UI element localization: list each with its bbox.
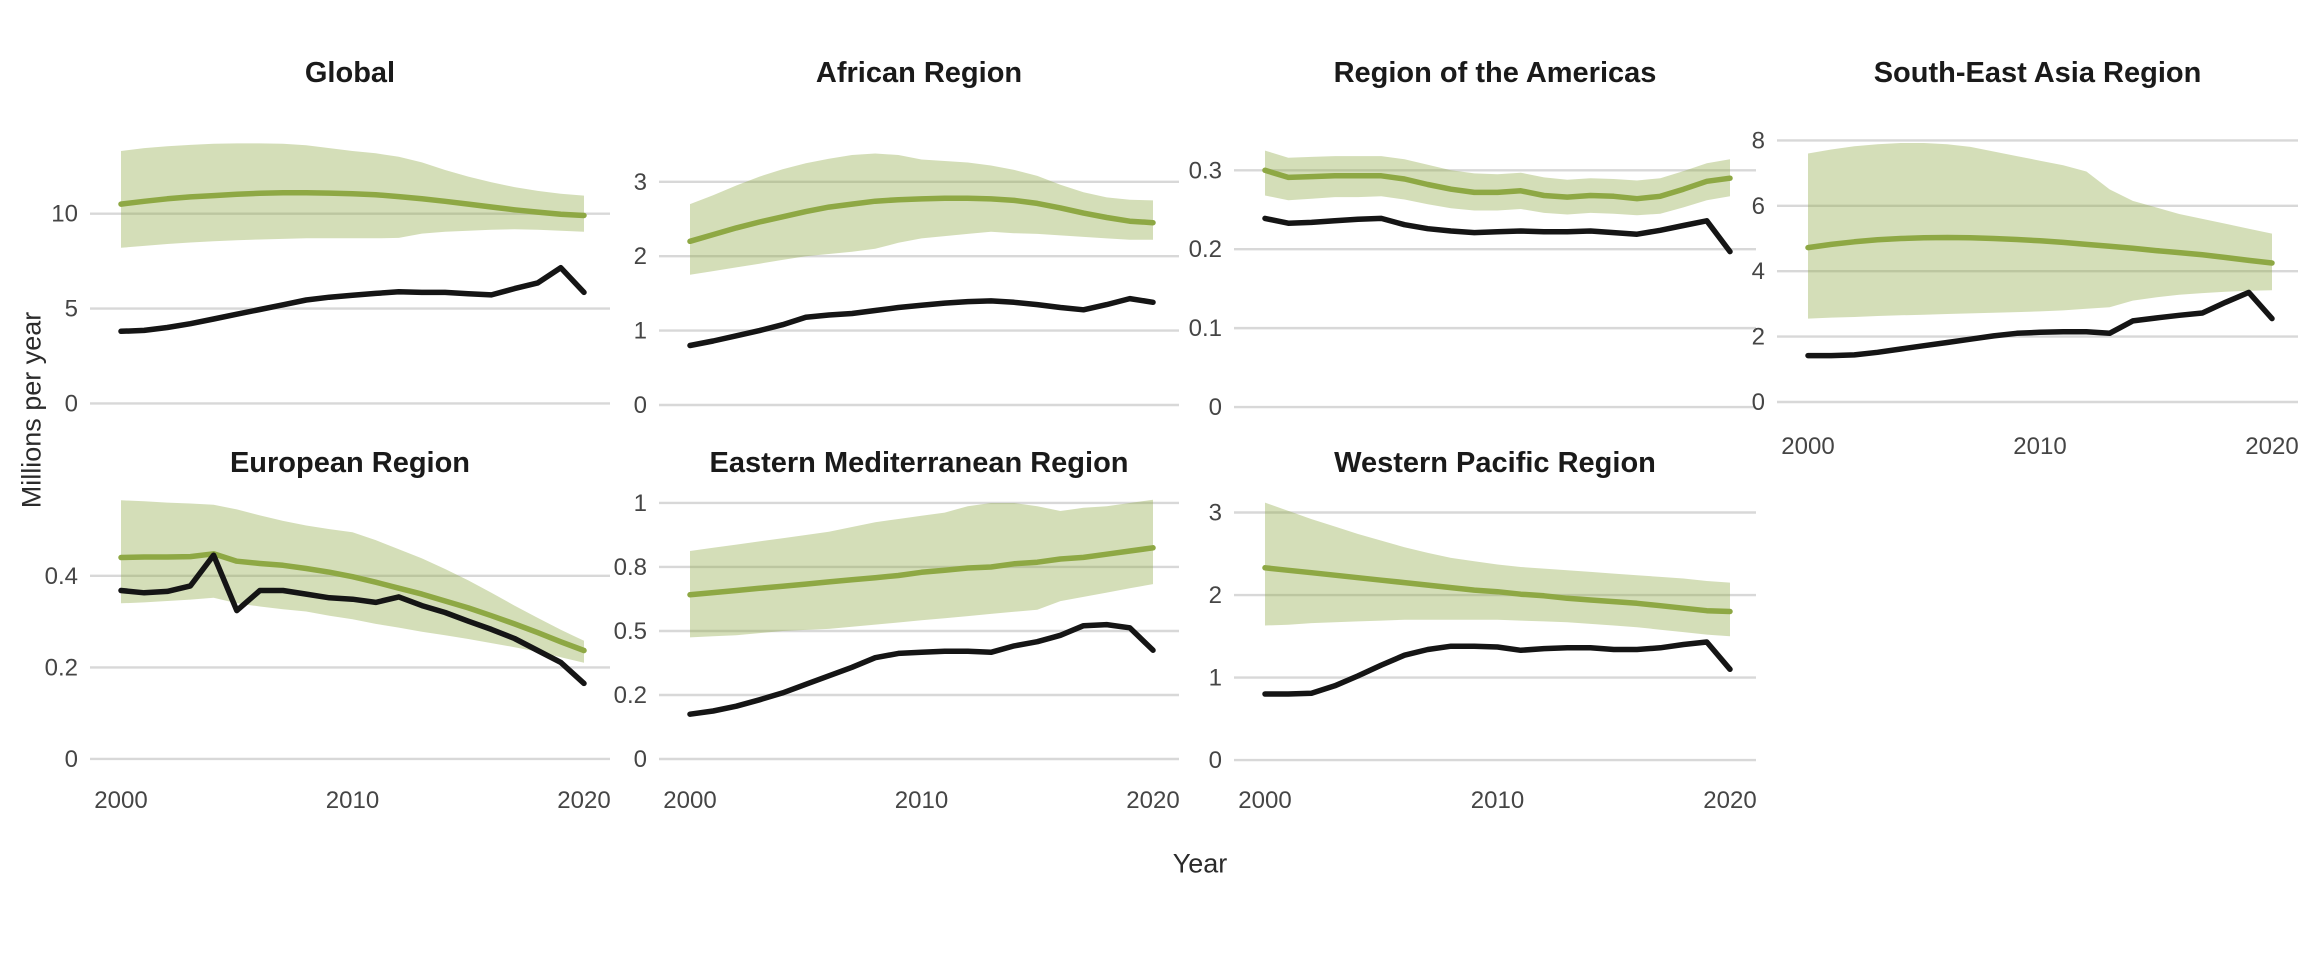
reported-line-black (687, 621, 1156, 717)
x-tick-label: 2010 (2013, 433, 2066, 460)
estimate-line-green (1262, 167, 1733, 202)
estimate-line-green (1805, 234, 2275, 266)
y-tick-label: 0 (1209, 394, 1222, 421)
y-tick-label: 0 (1752, 389, 1765, 416)
estimate-line-green (687, 545, 1156, 598)
estimate-line-green (687, 195, 1156, 245)
panel-title: South-East Asia Region (1874, 57, 2202, 89)
panel-global: 0 5 10 Global (51, 57, 610, 417)
y-tick-label: 0.2 (614, 682, 647, 709)
panel-region-of-the-americas: 0 0.1 0.2 0.3 Region of the Americas (1189, 57, 1756, 421)
estimate-line-green (1262, 565, 1733, 615)
reported-line-black (1262, 639, 1733, 697)
panel-african-region: 0 1 2 3 African Region (634, 57, 1179, 419)
x-tick-label: 2020 (557, 787, 610, 814)
estimate-line-green (118, 551, 587, 654)
reported-line-black (118, 552, 587, 687)
reported-line-black (687, 295, 1156, 349)
uncertainty-band (1265, 502, 1730, 637)
y-tick-label: 6 (1752, 193, 1765, 220)
panel-title: Region of the Americas (1334, 57, 1657, 89)
y-tick-label: 8 (1752, 127, 1765, 154)
y-tick-label: 3 (634, 169, 647, 196)
panel-south-east-asia-region: 0 2 4 6 8 2000 2010 2020 South-East Asia Region (1752, 57, 2299, 460)
y-tick-label: 0.3 (1189, 157, 1222, 184)
x-tick-label: 2010 (1471, 787, 1524, 814)
uncertainty-band (690, 499, 1153, 638)
x-tick-label: 2020 (1703, 787, 1756, 814)
panel-eastern-mediterranean-region: 0 0.2 0.5 0.8 1 2000 2010 2020 Eastern Mediterra… (614, 447, 1180, 814)
y-tick-label: 0.1 (1189, 315, 1222, 342)
panel-title: Western Pacific Region (1334, 447, 1656, 479)
y-tick-label: 0.2 (45, 654, 78, 681)
y-tick-label: 2 (1752, 324, 1765, 351)
x-tick-label: 2000 (1781, 433, 1834, 460)
panel-western-pacific-region: 0 1 2 3 2000 2010 2020 Western Pacific Region (1209, 447, 1757, 814)
uncertainty-band (1808, 143, 2272, 319)
reported-line-black (118, 264, 587, 335)
y-tick-label: 2 (634, 243, 647, 270)
uncertainty-band (690, 153, 1153, 275)
x-tick-label: 2000 (94, 787, 147, 814)
y-tick-label: 3 (1209, 500, 1222, 527)
panel-title: Global (305, 57, 395, 89)
x-tick-label: 2020 (1126, 787, 1179, 814)
uncertainty-band (1265, 150, 1730, 216)
y-tick-label: 10 (51, 201, 78, 228)
x-tick-label: 2020 (2245, 433, 2298, 460)
panel-title: African Region (816, 57, 1022, 89)
y-tick-label: 1 (634, 318, 647, 345)
reported-line-black (1262, 215, 1733, 255)
x-axis-title: Year (1172, 848, 1228, 879)
estimate-line-green (118, 190, 587, 219)
y-axis-title: Millions per year (16, 311, 47, 509)
x-tick-label: 2000 (1238, 787, 1291, 814)
y-tick-label: 0 (634, 746, 647, 773)
y-tick-label: 2 (1209, 582, 1222, 609)
y-tick-label: 1 (634, 490, 647, 517)
x-tick-label: 2010 (895, 787, 948, 814)
y-tick-label: 5 (65, 296, 78, 323)
reported-line-black (1805, 289, 2275, 359)
panel-title: Eastern Mediterranean Region (710, 447, 1129, 479)
y-tick-label: 0.4 (45, 563, 78, 590)
y-tick-label: 0.2 (1189, 236, 1222, 263)
panel-title: European Region (230, 447, 470, 479)
y-tick-label: 0 (65, 390, 78, 417)
x-tick-label: 2000 (663, 787, 716, 814)
panel-european-region: 0 0.2 0.4 2000 2010 2020 European Region (45, 447, 611, 814)
y-tick-label: 1 (1209, 665, 1222, 692)
y-tick-label: 4 (1752, 258, 1765, 285)
y-tick-label: 0 (65, 746, 78, 773)
y-tick-label: 0.8 (614, 554, 647, 581)
y-tick-label: 0 (1209, 747, 1222, 774)
y-tick-label: 0.5 (614, 618, 647, 645)
y-tick-label: 0 (634, 392, 647, 419)
x-tick-label: 2010 (326, 787, 379, 814)
